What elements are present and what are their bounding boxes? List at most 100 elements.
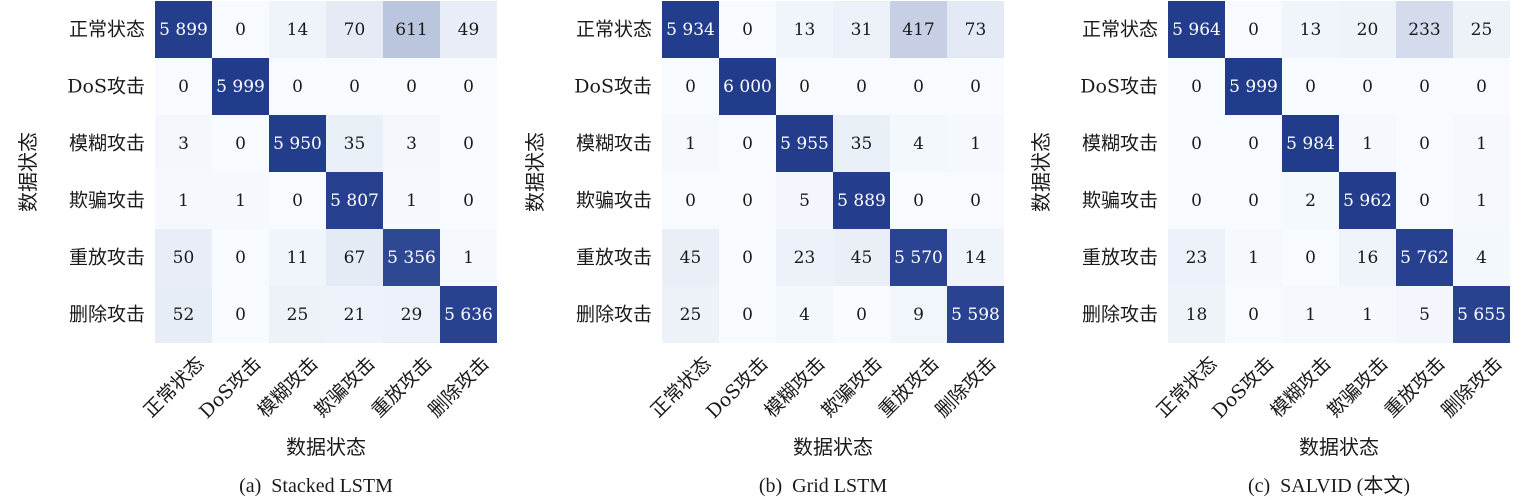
heatmap-cell-r3-c4 <box>1396 172 1453 229</box>
cell-value-label: 29 <box>401 305 423 325</box>
y-tick-label-删除攻击: 删除攻击 <box>576 304 652 326</box>
cell-value-label: 11 <box>287 248 309 268</box>
cell-value-label: 0 <box>292 77 303 97</box>
cell-value-label: 18 <box>1186 305 1208 325</box>
cell-value-label: 5 889 <box>837 191 886 211</box>
heatmap-cell-r1-c1 <box>212 58 269 115</box>
cell-value-label: 16 <box>1357 248 1379 268</box>
heatmap-cell-r2-c5 <box>1453 115 1510 172</box>
heatmap-cell-r5-c4 <box>383 286 440 343</box>
heatmap-cell-r5-c5 <box>947 286 1004 343</box>
cell-value-label: 5 964 <box>1172 20 1221 40</box>
heatmap-cell-r5-c3 <box>833 286 890 343</box>
x-tick-label-模糊攻击: 模糊攻击 <box>253 353 322 422</box>
cell-value-label: 0 <box>742 191 753 211</box>
heatmap-cell-r2-c4 <box>383 115 440 172</box>
heatmap-cell-r3-c3 <box>1339 172 1396 229</box>
heatmap-cell-r3-c0 <box>662 172 719 229</box>
cell-value-label: 0 <box>913 77 924 97</box>
heatmap-cell-r3-c5 <box>947 172 1004 229</box>
y-tick-label-重放攻击: 重放攻击 <box>576 247 652 269</box>
heatmap-cell-r1-c4 <box>890 58 947 115</box>
cell-value-label: 0 <box>1248 20 1259 40</box>
x-tick-label-欺骗攻击: 欺骗攻击 <box>1323 353 1392 422</box>
cell-value-label: 2 <box>1305 191 1316 211</box>
x-tick-label-删除攻击: 删除攻击 <box>1437 353 1506 422</box>
heatmap-cell-r5-c1 <box>212 286 269 343</box>
heatmap-cell-r0-c3 <box>833 1 890 58</box>
cell-value-label: 0 <box>178 77 189 97</box>
heatmap-cell-r0-c3 <box>1339 1 1396 58</box>
cell-value-label: 52 <box>173 305 195 325</box>
heatmap-cell-r1-c3 <box>1339 58 1396 115</box>
heatmap-cell-r4-c3 <box>833 229 890 286</box>
heatmap-cell-r4-c2 <box>269 229 326 286</box>
heatmap-cell-r5-c4 <box>1396 286 1453 343</box>
cell-value-label: 0 <box>1362 77 1373 97</box>
cell-value-label: 49 <box>458 20 480 40</box>
heatmap-cell-r0-c0 <box>662 1 719 58</box>
cell-value-label: 0 <box>463 134 474 154</box>
heatmap-cell-r5-c2 <box>776 286 833 343</box>
y-tick-label-模糊攻击: 模糊攻击 <box>576 133 652 155</box>
y-tick-label-正常状态: 正常状态 <box>576 19 652 41</box>
cell-value-label: 45 <box>851 248 873 268</box>
heatmap-cell-r1-c2 <box>1282 58 1339 115</box>
y-tick-label-删除攻击: 删除攻击 <box>1082 304 1158 326</box>
confusion-matrix-panel-grid-lstm: 5 934 0 13 31 417 73 0 6 000 0 0 0 0 1 0 5 955 35 4 1 0 0 5 5… <box>523 1 1004 497</box>
heatmap-cell-r2-c3 <box>326 115 383 172</box>
heatmap-cell-r3-c0 <box>155 172 212 229</box>
cell-value-label: 50 <box>173 248 195 268</box>
heatmap-cell-r0-c5 <box>1453 1 1510 58</box>
heatmap-cell-r3-c2 <box>1282 172 1339 229</box>
y-tick-label-删除攻击: 删除攻击 <box>69 304 145 326</box>
cell-value-label: 25 <box>1471 20 1493 40</box>
cell-value-label: 5 999 <box>1229 77 1278 97</box>
cell-value-label: 5 950 <box>273 134 322 154</box>
heatmap-cell-r5-c5 <box>440 286 497 343</box>
cell-value-label: 5 356 <box>387 248 436 268</box>
heatmap-cell-r4-c1 <box>719 229 776 286</box>
cell-value-label: 4 <box>1476 248 1487 268</box>
y-tick-label-欺骗攻击: 欺骗攻击 <box>576 190 652 212</box>
x-tick-label-重放攻击: 重放攻击 <box>1380 353 1449 422</box>
cell-value-label: 3 <box>406 134 417 154</box>
x-axis-label: 数据状态 <box>793 435 873 459</box>
cell-value-label: 23 <box>1186 248 1208 268</box>
heatmap-cell-r1-c4 <box>383 58 440 115</box>
heatmap-cell-r0-c4 <box>890 1 947 58</box>
x-tick-label-欺骗攻击: 欺骗攻击 <box>310 353 379 422</box>
cell-value-label: 0 <box>406 77 417 97</box>
cell-value-label: 0 <box>1305 77 1316 97</box>
cell-value-label: 0 <box>1191 134 1202 154</box>
heatmap-cell-r0-c2 <box>269 1 326 58</box>
cell-value-label: 5 762 <box>1400 248 1449 268</box>
cell-value-label: 0 <box>913 191 924 211</box>
heatmap-cell-r3-c0 <box>1168 172 1225 229</box>
cell-value-label: 0 <box>970 77 981 97</box>
heatmap-cell-r5-c3 <box>1339 286 1396 343</box>
cell-value-label: 20 <box>1357 20 1379 40</box>
cell-value-label: 5 807 <box>330 191 379 211</box>
heatmap-cell-r0-c2 <box>776 1 833 58</box>
cell-value-label: 417 <box>902 20 934 40</box>
y-tick-label-正常状态: 正常状态 <box>1082 19 1158 41</box>
cell-value-label: 67 <box>344 248 366 268</box>
cell-value-label: 0 <box>1305 248 1316 268</box>
cell-value-label: 0 <box>1191 191 1202 211</box>
heatmap-cell-r5-c1 <box>1225 286 1282 343</box>
cell-value-label: 0 <box>1419 77 1430 97</box>
heatmap-cell-r1-c2 <box>269 58 326 115</box>
heatmap-cell-r1-c4 <box>1396 58 1453 115</box>
cell-value-label: 45 <box>680 248 702 268</box>
cell-value-label: 0 <box>292 191 303 211</box>
cell-value-label: 4 <box>913 134 924 154</box>
heatmap-cell-r4-c1 <box>1225 229 1282 286</box>
cell-value-label: 21 <box>344 305 366 325</box>
cell-value-label: 5 <box>799 191 810 211</box>
heatmap-cell-r2-c1 <box>1225 115 1282 172</box>
x-tick-label-重放攻击: 重放攻击 <box>874 353 943 422</box>
heatmap-cell-r4-c5 <box>1453 229 1510 286</box>
heatmap-cell-r0-c4 <box>383 1 440 58</box>
x-tick-label-dos攻击: DoS攻击 <box>1208 353 1279 424</box>
